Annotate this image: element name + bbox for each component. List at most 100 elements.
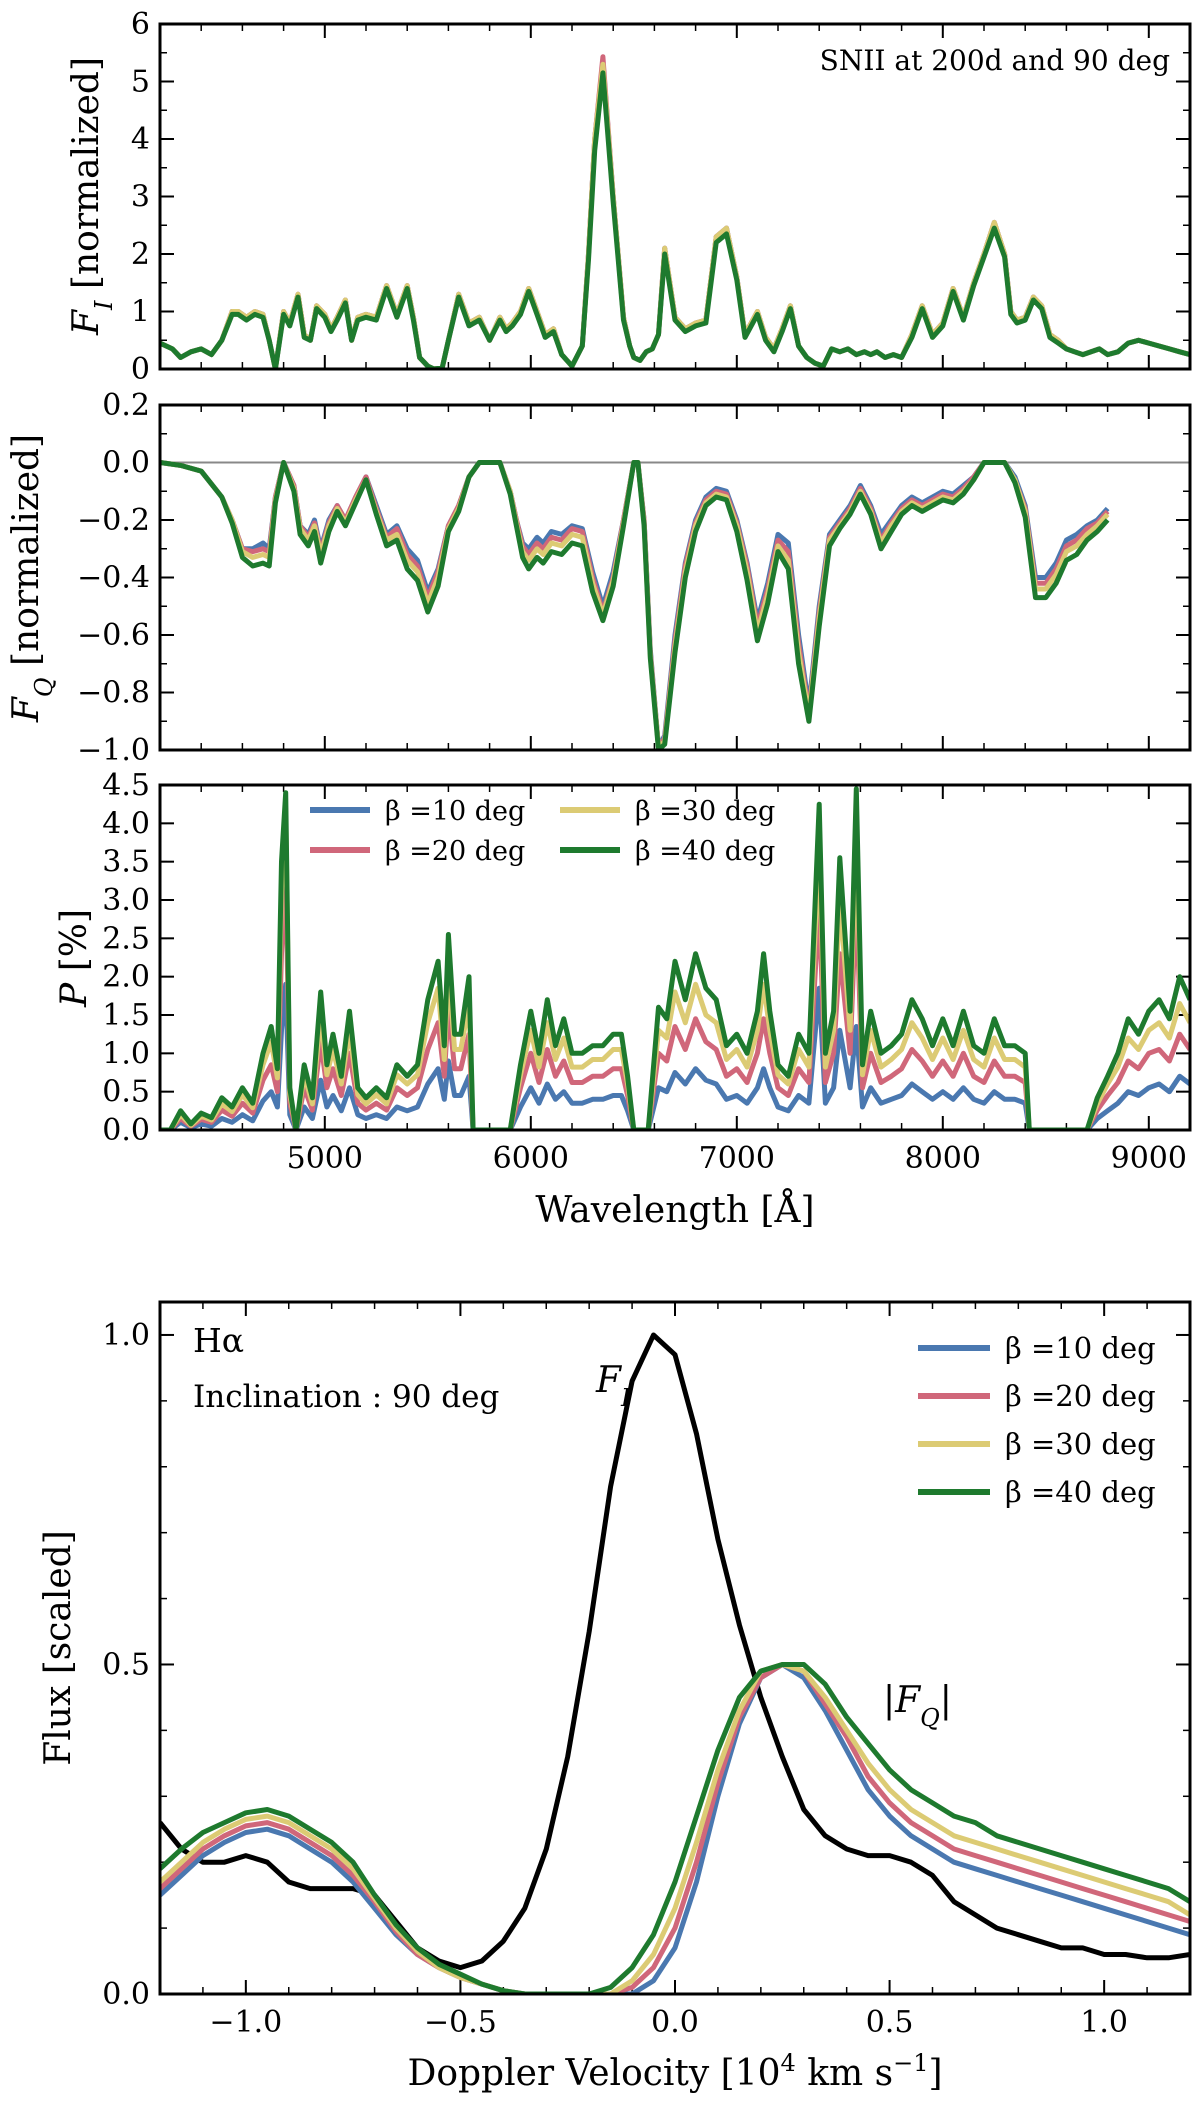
- ytick-label: 6: [131, 7, 150, 42]
- ytick-label: 2.5: [102, 921, 150, 956]
- series-line-beta40: [160, 1662, 1190, 1994]
- fq-curve-subscript: Q: [920, 1704, 940, 1732]
- legend-label-beta20: β =20 deg: [1005, 1379, 1156, 1413]
- series-line-beta20: [160, 460, 1110, 750]
- panel4-legend: β =10 deg β =20 deg β =30 deg β =40 deg: [918, 1331, 1156, 1509]
- ytick-label: 3.5: [102, 845, 150, 880]
- ytick-label: 4: [131, 122, 150, 157]
- panel3-ylabel-text: [%]: [54, 909, 95, 983]
- series-line-beta10: [160, 981, 1190, 1130]
- panel1-ylabel-symbol: F: [66, 308, 107, 336]
- legend-label-beta20: β =20 deg: [385, 836, 525, 867]
- panel4-xlabel-units: km s: [796, 2053, 893, 2094]
- legend-label-beta30: β =30 deg: [1005, 1427, 1156, 1461]
- inclination-label: Inclination : 90 deg: [193, 1379, 499, 1415]
- series-line-beta20: [160, 1662, 1190, 1994]
- ytick-label: 1.0: [102, 1318, 150, 1353]
- panel4-xlabel-exp1: 4: [781, 2049, 796, 2077]
- ytick-label: 4.0: [102, 806, 150, 841]
- panel2-ylabel-text: [normalized]: [6, 434, 47, 678]
- xtick-label: 5000: [287, 1141, 363, 1176]
- xtick-label: 1.0: [1080, 2005, 1128, 2040]
- panel1-ylabel: FI [normalized]: [66, 57, 118, 336]
- legend-label-beta40: β =40 deg: [1005, 1475, 1156, 1509]
- series-line-beta30: [160, 1662, 1190, 1994]
- legend-label-beta30: β =30 deg: [635, 796, 775, 827]
- panel2-ylabel: FQ [normalized]: [6, 434, 58, 723]
- panel4-frame: [158, 1300, 1192, 1996]
- fq-curve-label: |FQ|: [883, 1680, 952, 1732]
- ytick-label: −0.8: [77, 676, 150, 711]
- ytick-label: −0.4: [77, 561, 150, 596]
- ytick-label: −1.0: [77, 733, 150, 768]
- fi-curve-symbol: F: [595, 1360, 623, 1401]
- panel1-series-lines: [160, 54, 1190, 369]
- legend-label-beta40: β =40 deg: [635, 836, 775, 867]
- ytick-label: 1.0: [102, 1036, 150, 1071]
- panel3-ylabel-symbol: P: [54, 982, 95, 1008]
- xtick-label: −1.0: [209, 2005, 282, 2040]
- legend-label-beta10: β =10 deg: [385, 796, 525, 827]
- panel4-xlabel-start: Doppler Velocity [10: [407, 2053, 780, 2094]
- xtick-label: 6000: [493, 1141, 569, 1176]
- fi-curve-subscript: I: [620, 1384, 631, 1412]
- xtick-label: 9000: [1111, 1141, 1187, 1176]
- panel4-series-lines: [160, 1332, 1190, 1994]
- series-line-beta10: [160, 460, 1110, 750]
- halpha-profile-panel: 0.0 0.5 1.0 −1.0 −0.5 0.0 0.5 1.0 Hα Inclinatio…: [38, 1300, 1192, 2094]
- panel2-frame: [158, 403, 1192, 752]
- ytick-label: 3.0: [102, 883, 150, 918]
- series-line-beta40: [160, 70, 1190, 369]
- xtick-label: −0.5: [424, 2005, 497, 2040]
- ytick-label: 0.5: [102, 1647, 150, 1682]
- xtick-label: 7000: [699, 1141, 775, 1176]
- ytick-label: 5: [131, 65, 150, 100]
- flux-intensity-panel: 0 1 2 3 4 5 6 SNII at 200d and 90 deg FI [norm…: [66, 7, 1192, 387]
- panel4-ticks: 0.0 0.5 1.0 −1.0 −0.5 0.0 0.5 1.0: [102, 1302, 1191, 2040]
- ytick-label: 0.2: [102, 388, 150, 423]
- series-line-beta10: [160, 1662, 1190, 1994]
- panel3-frame: [158, 783, 1192, 1132]
- panel1-ylabel-text: [normalized]: [66, 57, 107, 301]
- xtick-label: 8000: [905, 1141, 981, 1176]
- panel1-frame: [158, 22, 1192, 371]
- ytick-label: 0.0: [102, 1977, 150, 2012]
- ytick-label: 0: [131, 352, 150, 387]
- xtick-label: 0.0: [651, 2005, 699, 2040]
- panel4-xlabel: Doppler Velocity [104 km s−1]: [407, 2049, 942, 2094]
- panel2-ticks: −1.0 −0.8 −0.6 −0.4 −0.2 0.0 0.2: [77, 388, 1191, 768]
- panel3-xlabel: Wavelength [Å]: [535, 1189, 814, 1231]
- ytick-label: 2.0: [102, 960, 150, 995]
- flux-q-panel: −1.0 −0.8 −0.6 −0.4 −0.2 0.0 0.2 FQ [normalize…: [6, 388, 1192, 768]
- ytick-label: −0.2: [77, 503, 150, 538]
- panel1-annotation: SNII at 200d and 90 deg: [820, 44, 1170, 77]
- fq-curve-symbol: |F: [883, 1680, 922, 1721]
- panel2-ylabel-symbol: F: [6, 695, 47, 723]
- legend-label-beta10: β =10 deg: [1005, 1331, 1156, 1365]
- fi-curve-label: FI: [595, 1360, 631, 1412]
- halpha-label: Hα: [193, 1321, 244, 1360]
- series-line-beta30: [160, 460, 1110, 750]
- ytick-label: 4.5: [102, 768, 150, 803]
- ytick-label: 0.5: [102, 1075, 150, 1110]
- ytick-label: 0.0: [102, 1113, 150, 1148]
- series-line-beta40: [160, 786, 1190, 1130]
- polarization-panel: 0.00.5 1.01.52.0 2.53.03.5 4.04.5 5000 6000 70…: [54, 768, 1192, 1231]
- ytick-label: −0.6: [77, 618, 150, 653]
- fq-curve-bar: |: [940, 1680, 952, 1721]
- panel3-series-lines: [160, 786, 1190, 1130]
- panel3-ylabel: P [%]: [54, 909, 95, 1008]
- panel4-ylabel: Flux [scaled]: [38, 1530, 79, 1765]
- panel4-xlabel-exp2: −1: [893, 2049, 928, 2077]
- xtick-label: 0.5: [866, 2005, 914, 2040]
- fi-profile-line: [160, 1332, 1190, 1971]
- ytick-label: 1.5: [102, 998, 150, 1033]
- panel3-legend: β =10 deg β =20 deg β =30 deg β =40 deg: [310, 796, 775, 867]
- series-line-beta40: [160, 460, 1110, 750]
- panel2-series-lines: [160, 460, 1110, 750]
- panel2-ylabel-subscript: Q: [30, 677, 58, 697]
- ytick-label: 2: [131, 237, 150, 272]
- ytick-label: 0.0: [102, 446, 150, 481]
- ytick-label: 1: [131, 295, 150, 330]
